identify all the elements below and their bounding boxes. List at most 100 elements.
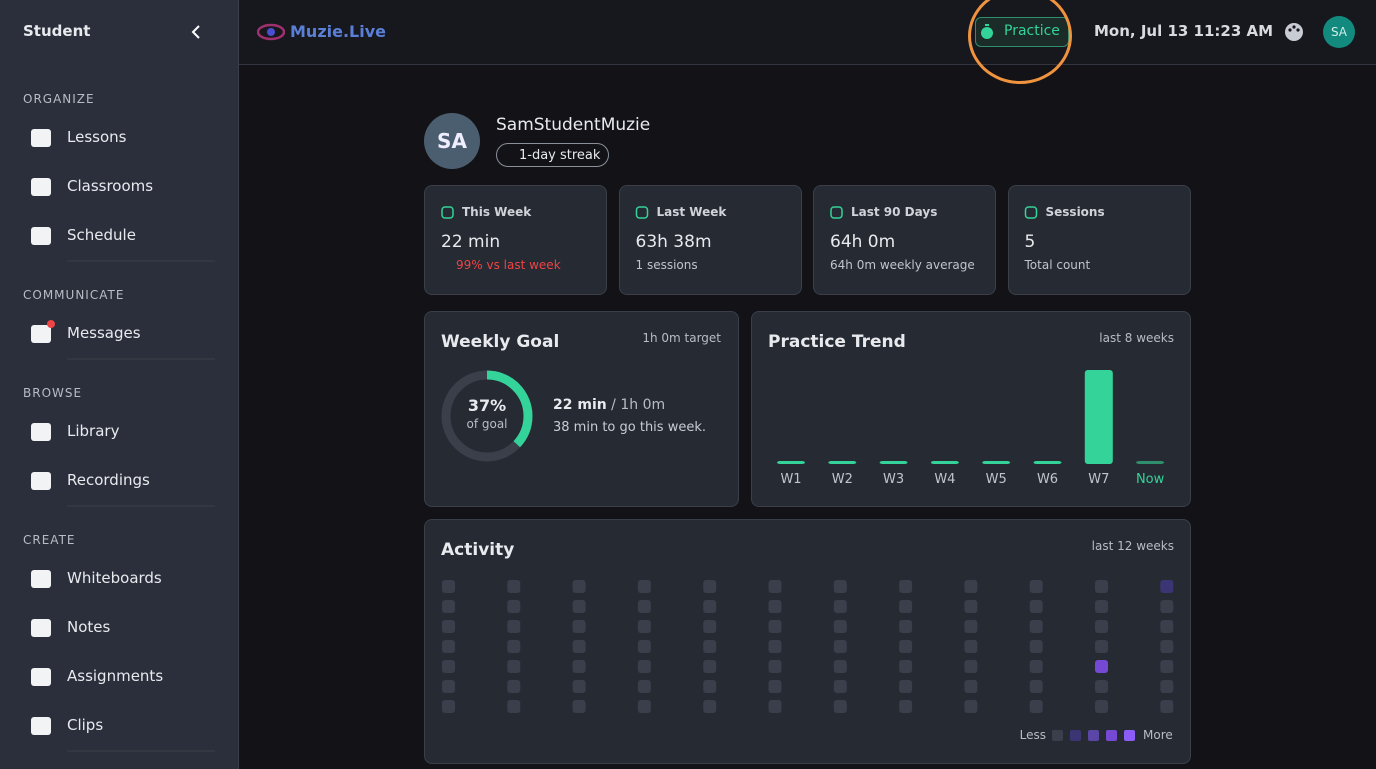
week-label: W3	[883, 472, 904, 487]
stat-icon	[441, 206, 454, 219]
activity-cell	[899, 680, 913, 693]
activity-cell	[1160, 580, 1174, 593]
activity-cell	[964, 580, 978, 593]
nav-item[interactable]: Classrooms	[67, 177, 154, 195]
activity-cell	[572, 600, 586, 613]
nav-item[interactable]: Clips	[67, 716, 104, 734]
stat-sub: 99% vs last week	[456, 258, 561, 272]
brand: Muzie.Live	[290, 22, 386, 41]
activity-cell	[1029, 680, 1043, 693]
stat-icon	[1024, 206, 1038, 219]
nav-item[interactable]: Assignments	[67, 667, 164, 685]
stat-value: 64h 0m	[830, 232, 896, 252]
activity-cell	[833, 600, 847, 613]
activity-cell	[1029, 640, 1043, 653]
activity-cell	[703, 680, 717, 693]
activity-cell	[899, 660, 913, 673]
activity-cell	[1095, 580, 1108, 593]
activity-cell	[703, 640, 717, 653]
nav-icon	[31, 423, 51, 441]
activity-range: last 12 weeks	[1091, 539, 1174, 553]
nav-icon	[31, 227, 51, 245]
activity-cell	[507, 660, 521, 673]
card-title: Weekly Goal	[441, 332, 560, 352]
week-label: W7	[1088, 472, 1109, 487]
trend-bar	[879, 461, 908, 464]
activity-cell	[637, 680, 651, 693]
activity-cell	[899, 700, 913, 713]
trend-bar	[1084, 370, 1113, 464]
user-avatar[interactable]: SA	[1323, 16, 1355, 48]
week-label: W5	[986, 472, 1007, 487]
nav-item[interactable]: Lessons	[67, 128, 127, 146]
trend-bar	[1033, 461, 1062, 464]
nav-icon	[31, 619, 51, 637]
nav-icon	[31, 472, 51, 490]
theme-button[interactable]	[1283, 21, 1305, 43]
nav-icon	[31, 129, 51, 147]
activity-cell	[1029, 600, 1043, 613]
trend-bar	[982, 461, 1011, 464]
nav-item[interactable]: Notes	[67, 618, 111, 636]
activity-cell	[572, 680, 586, 693]
activity-cell	[833, 700, 847, 713]
activity-cell	[768, 660, 782, 673]
stat-value: 63h 38m	[635, 232, 712, 252]
activity-cell	[964, 640, 978, 653]
activity-cell	[768, 620, 782, 633]
card-title: Activity	[441, 540, 515, 560]
activity-cell	[768, 640, 782, 653]
highlight-circle	[968, 0, 1072, 84]
activity-cell	[442, 660, 455, 673]
activity-cell	[964, 700, 978, 713]
activity-cell	[507, 580, 521, 593]
nav-icon	[31, 178, 51, 196]
activity-cell	[768, 600, 782, 613]
activity-cell	[833, 580, 847, 593]
activity-cell	[442, 640, 455, 653]
activity-cell	[1095, 700, 1108, 713]
week-label: W1	[780, 472, 801, 487]
activity-cell	[442, 700, 455, 713]
goal-total: / 1h 0m	[611, 397, 666, 413]
collapse-button[interactable]	[188, 23, 204, 41]
goal-target: 1h 0m target	[642, 331, 721, 345]
activity-cell	[899, 580, 913, 593]
stat-card	[1007, 185, 1191, 295]
activity-cell	[964, 660, 978, 673]
activity-cell	[1029, 700, 1043, 713]
trend-range: last 8 weeks	[1099, 331, 1174, 345]
legend-swatch	[1088, 730, 1099, 741]
activity-cell	[572, 700, 586, 713]
activity-cell	[1160, 600, 1174, 613]
activity-cell	[442, 680, 455, 693]
activity-cell	[703, 580, 717, 593]
activity-cell	[899, 640, 913, 653]
stat-label: Last 90 Days	[851, 205, 938, 219]
activity-cell	[1160, 680, 1174, 693]
activity-cell	[442, 600, 455, 613]
activity-cell	[442, 620, 455, 633]
trend-bar	[828, 461, 857, 464]
nav-item[interactable]: Recordings	[67, 471, 150, 489]
activity-cell	[1095, 680, 1108, 693]
activity-cell	[1095, 660, 1108, 673]
activity-cell	[442, 580, 455, 593]
sidebar-title: Student	[23, 22, 91, 40]
nav-item[interactable]: Schedule	[67, 226, 136, 244]
stat-sub: 64h 0m weekly average	[830, 258, 975, 272]
activity-cell	[899, 620, 913, 633]
nav-item[interactable]: Library	[67, 422, 120, 440]
activity-cell	[964, 600, 978, 613]
progress-value: 22 min	[553, 397, 607, 413]
stat-card	[424, 185, 607, 295]
nav-icon	[31, 668, 51, 686]
activity-cell	[507, 640, 521, 653]
nav-item[interactable]: Messages	[67, 324, 141, 342]
legend-less: Less	[1019, 728, 1046, 742]
section-heading: BROWSE	[23, 386, 83, 400]
nav-item[interactable]: Whiteboards	[67, 569, 162, 587]
unread-dot	[47, 320, 55, 328]
stat-card	[618, 185, 802, 295]
nav-icon	[31, 717, 51, 735]
